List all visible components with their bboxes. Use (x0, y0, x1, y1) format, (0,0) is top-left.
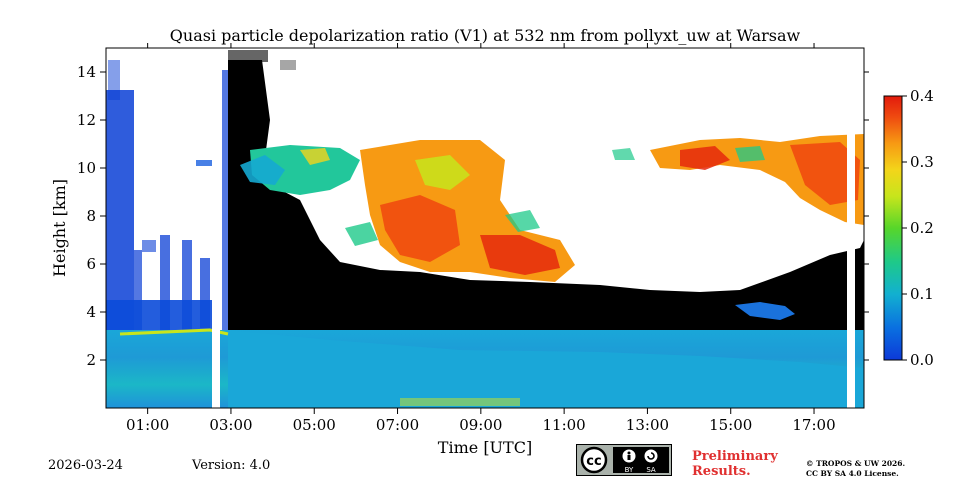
x-tick-label: 07:00 (376, 416, 419, 434)
x-tick-label: 17:00 (792, 416, 835, 434)
copyright-line1: © TROPOS & UW 2026. (806, 459, 906, 468)
cirrus-afternoon-green (735, 146, 765, 162)
date-label: 2026-03-24 (48, 458, 123, 473)
x-tick-label: 05:00 (293, 416, 336, 434)
x-axis-label: Time [UTC] (438, 438, 532, 457)
cirrus-midday-core (380, 195, 460, 262)
y-tick-label: 6 (86, 255, 96, 273)
aerosol-layer (735, 302, 795, 320)
y-tick-label: 2 (86, 351, 96, 369)
copyright-notice: © TROPOS & UW 2026. CC BY SA 4.0 License… (806, 459, 905, 479)
y-tick-label: 12 (77, 111, 96, 129)
x-tick-label: 15:00 (709, 416, 752, 434)
copyright-line2: CC BY SA 4.0 License. (806, 469, 899, 478)
boundary-layer-top (228, 330, 864, 408)
data-gap-1 (212, 48, 220, 408)
x-tick-label: 03:00 (209, 416, 252, 434)
sa-text: SA (646, 466, 656, 474)
data-gap-2 (847, 48, 855, 408)
low-signal-region (228, 60, 864, 368)
colorbar-tick-label: 0.0 (910, 351, 934, 369)
y-tick-label: 14 (77, 63, 96, 81)
cirrus-early-edge (240, 155, 285, 185)
preliminary-line1: Preliminary (692, 449, 778, 464)
cirrus-afternoon-core2 (680, 146, 730, 170)
colorbar-tick-label: 0.3 (910, 153, 934, 171)
y-tick-label: 4 (86, 303, 96, 321)
cc-icon (580, 446, 608, 474)
cirrus-midday-green2 (505, 210, 540, 232)
y-tick-label: 8 (86, 207, 96, 225)
y-axis: 2 4 6 8 10 12 14 (77, 63, 869, 369)
cirrus-midday-patch (415, 155, 470, 190)
x-tick-label: 13:00 (626, 416, 669, 434)
colorbar-tick-label: 0.4 (910, 87, 934, 105)
colorbar-axis: 0.0 0.1 0.2 0.3 0.4 (902, 87, 934, 369)
cirrus-midday-core2 (480, 235, 560, 275)
heatmap-area (106, 48, 864, 408)
sa-icon (643, 448, 659, 464)
colorbar-tick-label: 0.2 (910, 219, 934, 237)
preliminary-notice: Preliminary Results. (692, 449, 778, 479)
y-axis-label: Height [km] (50, 179, 69, 277)
plot-frame (105, 47, 865, 409)
cirrus-early-core (300, 148, 330, 165)
cirrus-early (250, 145, 360, 195)
by-text: BY (625, 466, 634, 474)
preliminary-line2: Results. (692, 464, 751, 479)
colorbar-tick-label: 0.1 (910, 285, 934, 303)
x-tick-label: 11:00 (543, 416, 586, 434)
cirrus-midday-green (345, 222, 378, 246)
x-tick-label: 09:00 (459, 416, 502, 434)
cirrus-small-patch (612, 148, 635, 160)
y-tick-label: 10 (77, 159, 96, 177)
bl-top-highlight (119, 328, 229, 336)
cc-icon-text: cc (586, 454, 601, 469)
night-noise-region (106, 60, 228, 340)
cc-license-badge: cc BY SA (576, 444, 672, 476)
chart-title: Quasi particle depolarization ratio (V1)… (170, 26, 801, 45)
cirrus-afternoon-core (790, 142, 860, 205)
x-axis: 01:00 03:00 05:00 07:00 09:00 11:00 13:00 15:00… (126, 43, 836, 434)
x-tick-label: 01:00 (126, 416, 169, 434)
surface-highlight (400, 398, 520, 406)
version-label: Version: 4.0 (192, 458, 271, 473)
colorbar (883, 95, 903, 361)
